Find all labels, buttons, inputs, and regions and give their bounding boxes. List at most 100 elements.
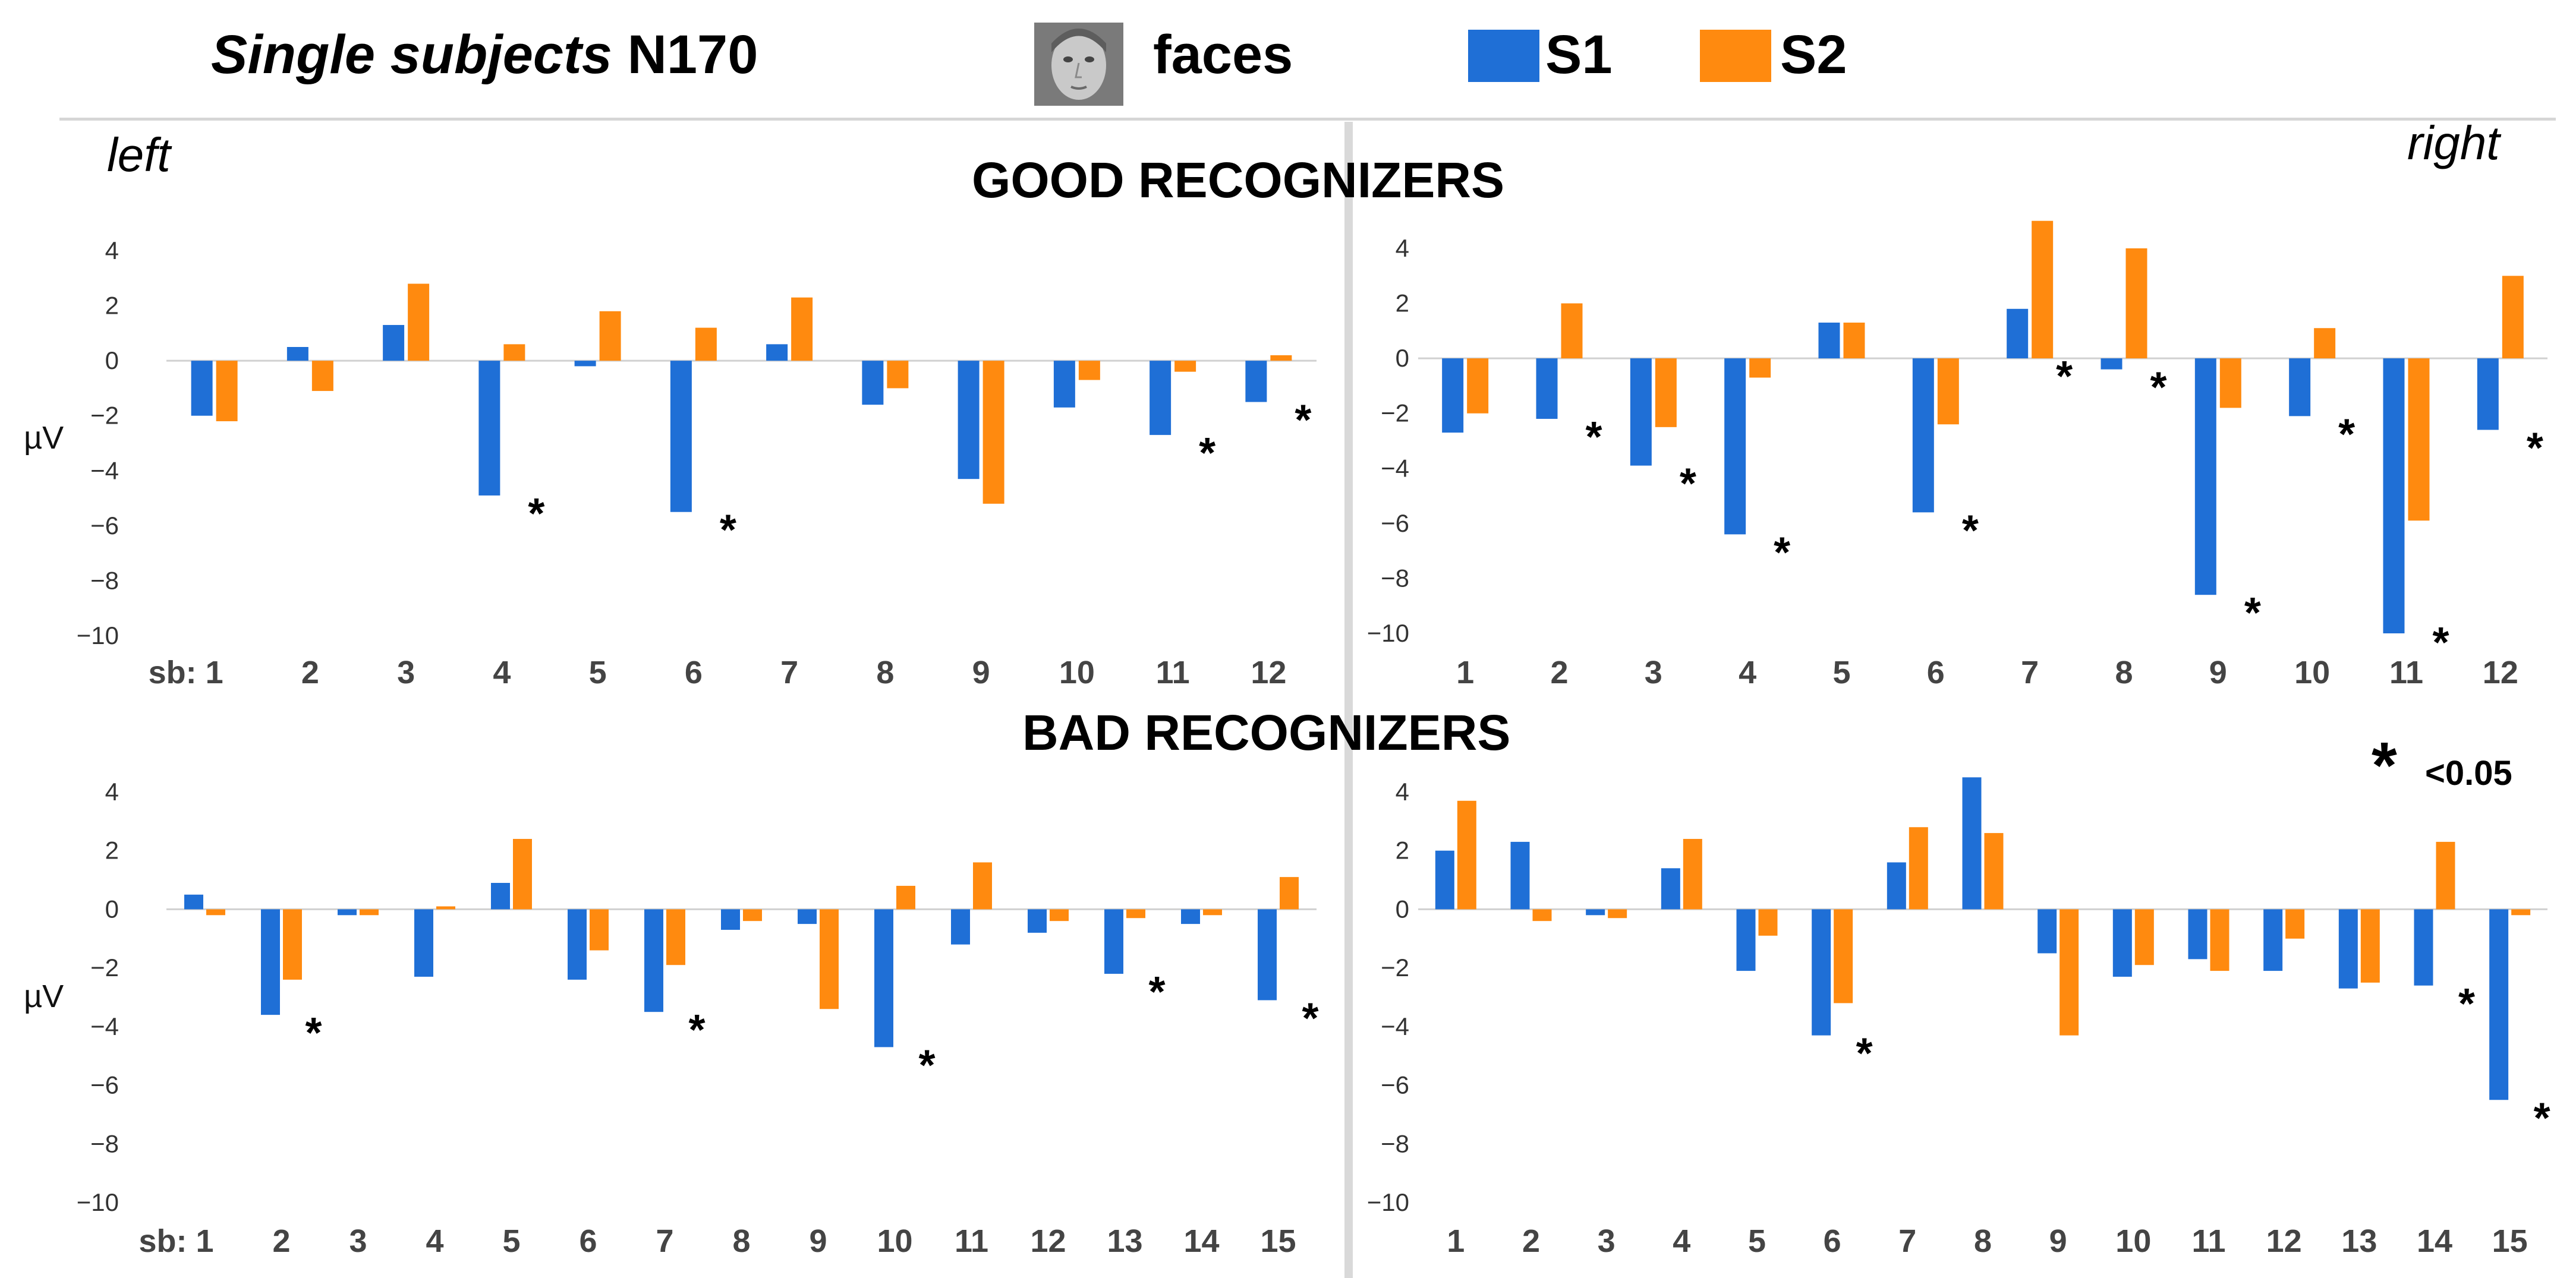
bar-s2-sb9	[2219, 358, 2241, 408]
y-tick-label: −4	[90, 1012, 119, 1040]
bar-s1-sb8	[1962, 777, 1982, 910]
y-tick-label: −6	[90, 1071, 119, 1099]
bar-s2-sb14	[1203, 909, 1222, 916]
significance-star-sb2: *	[1585, 414, 1602, 461]
chart-good-right: 420−2−4−6−8−10*** ** *****1 2 3 4 5 6 7 8 9 10 11 12	[1367, 220, 2547, 690]
bar-s2-sb8	[2125, 248, 2147, 359]
category-label-sb7: 7	[780, 655, 798, 690]
category-label-sb6: 6	[1927, 655, 1945, 690]
y-tick-label: 4	[1396, 234, 1409, 262]
category-label-sb15: 15	[1260, 1223, 1296, 1259]
bar-s1-sb9	[798, 909, 817, 924]
bar-s2-sb7	[791, 297, 813, 361]
bar-s2-sb10	[2134, 909, 2154, 965]
bar-s1-sb5	[491, 883, 510, 910]
bar-s2-sb12	[1270, 355, 1292, 361]
significance-star-sb9: *	[2244, 589, 2261, 637]
bar-s1-sb2	[1536, 358, 1558, 419]
significance-star-sb4: *	[528, 490, 544, 538]
right-hemisphere-label: right	[2407, 116, 2500, 169]
bar-s1-sb1	[1442, 358, 1464, 433]
category-label-sb9: 9	[2209, 655, 2227, 690]
bar-s1-sb14	[2414, 909, 2433, 986]
category-label-sb9: 9	[809, 1223, 827, 1259]
category-label-sb8: 8	[876, 655, 894, 690]
category-label-sb11: 11	[955, 1223, 988, 1259]
bar-s1-sb5	[1818, 322, 1840, 359]
category-label-sb8: 8	[732, 1223, 750, 1259]
y-tick-label: −10	[1367, 619, 1409, 647]
y-tick-label: −4	[1381, 1012, 1409, 1040]
significance-star-sb2: *	[305, 1009, 322, 1057]
bar-s2-sb6	[1937, 358, 1959, 425]
significance-star-sb12: *	[2527, 424, 2543, 472]
bar-s2-sb15	[2511, 909, 2531, 916]
y-tick-label: −8	[90, 566, 119, 594]
category-label-sb5: 5	[1832, 655, 1850, 690]
bar-s2-sb8	[887, 361, 909, 389]
bar-s1-sb11	[951, 909, 970, 945]
y-tick-label: −2	[90, 402, 119, 430]
bar-s1-sb8	[862, 361, 884, 405]
category-label-sb10: 10	[877, 1223, 912, 1259]
bar-s2-sb7	[1909, 827, 1928, 910]
bar-s1-sb6	[670, 361, 692, 512]
bar-s1-sb6	[568, 909, 587, 980]
y-tick-label: −2	[1381, 399, 1409, 427]
bar-s1-sb13	[2338, 909, 2358, 989]
category-label-sb2: 2	[1550, 655, 1568, 690]
bar-s1-sb8	[721, 909, 740, 930]
bar-s1-sb9	[2038, 909, 2057, 954]
bar-s1-sb10	[2112, 909, 2132, 977]
center-divider	[1344, 122, 1353, 1278]
category-label-sb8: 8	[1974, 1223, 1992, 1259]
bar-s1-sb4	[478, 361, 500, 496]
bar-s2-sb2	[1561, 303, 1583, 359]
bar-s2-sb2	[1532, 909, 1552, 922]
y-tick-label: 2	[1396, 837, 1409, 864]
bar-s2-sb10	[2314, 328, 2336, 359]
y-tick-label: 2	[1396, 289, 1409, 317]
bar-s2-sb9	[820, 909, 839, 1009]
category-label-sb10: 10	[1059, 655, 1095, 690]
category-label-sb5: 5	[502, 1223, 520, 1259]
category-label-sb12: 12	[1030, 1223, 1066, 1259]
y-tick-label: −6	[90, 512, 119, 539]
bar-s1-sb15	[2489, 909, 2509, 1100]
y-tick-label: 2	[105, 837, 119, 864]
bar-s1-sb2	[261, 909, 280, 1015]
category-label-sb1: 1	[196, 1223, 213, 1259]
bar-s2-sb4	[503, 344, 525, 361]
category-prefix: sb:	[139, 1223, 187, 1259]
y-tick-label: 0	[105, 895, 119, 923]
bar-s2-sb13	[2360, 909, 2380, 983]
bar-s1-sb7	[2007, 308, 2029, 359]
y-tick-label: −10	[1367, 1188, 1409, 1216]
bar-s2-sb11	[2408, 358, 2430, 521]
bar-s1-sb15	[1258, 909, 1277, 1001]
category-label-sb4: 4	[1673, 1223, 1690, 1259]
bar-s1-sb4	[1724, 358, 1746, 535]
bar-s2-sb12	[2285, 909, 2305, 939]
bar-s1-sb11	[2188, 909, 2207, 960]
bar-s2-sb1	[216, 361, 238, 421]
y-tick-label: −8	[1381, 1129, 1409, 1157]
y-tick-label: −2	[90, 954, 119, 982]
bar-s1-sb6	[1812, 909, 1831, 1036]
bar-s1-sb2	[1510, 841, 1530, 910]
bar-s2-sb2	[283, 909, 302, 980]
y-tick-label: −8	[90, 1129, 119, 1157]
bar-s1-sb3	[1630, 358, 1652, 466]
bar-s1-sb9	[2194, 358, 2216, 595]
category-label-sb7: 7	[2021, 655, 2039, 690]
significance-star-sb7: *	[688, 1006, 705, 1054]
category-label-sb1: 1	[1456, 655, 1474, 690]
y-tick-label: −2	[1381, 954, 1409, 982]
chart-bad-right: 420−2−4−6−8−10***1 2 3 4 5 6 7 8 9 10 11 12 13 14 15	[1367, 777, 2550, 1259]
y-tick-label: 0	[1396, 895, 1409, 923]
significance-star-sb7: *	[2056, 353, 2073, 400]
category-label-sb3: 3	[397, 655, 415, 690]
y-tick-label: 4	[105, 778, 119, 806]
figure-title: Single subjects N170	[211, 24, 758, 86]
bar-s1-sb2	[286, 347, 308, 361]
